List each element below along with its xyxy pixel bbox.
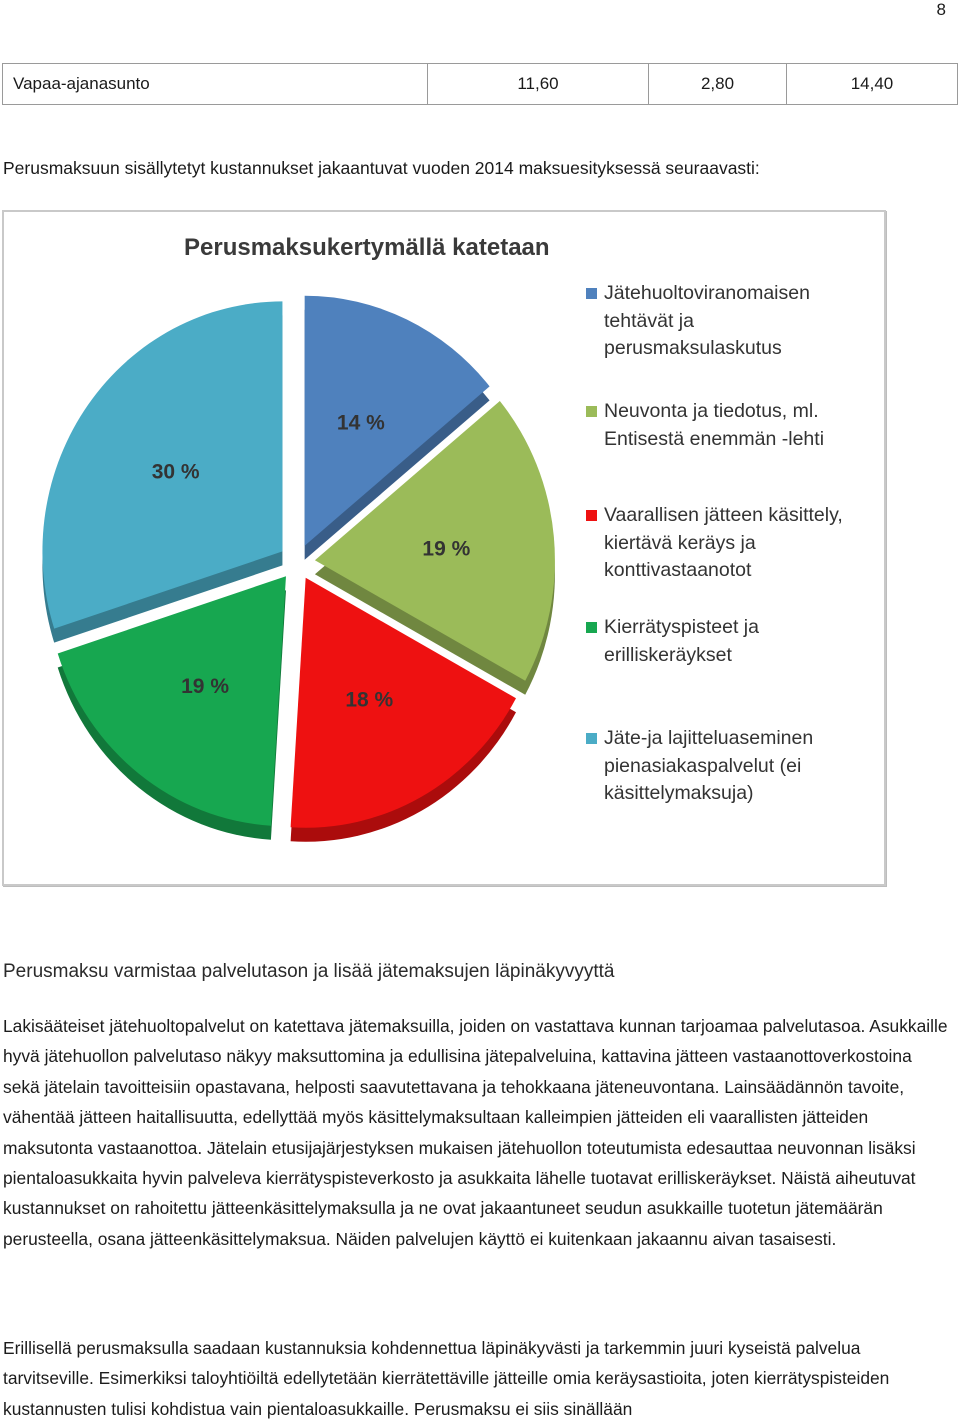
legend-label: Kierrätyspisteet ja erilliskeräykset <box>604 616 759 666</box>
section-heading: Perusmaksu varmistaa palvelutason ja lis… <box>3 961 615 982</box>
pie-slice-4 <box>57 576 286 826</box>
pie-data-label: 14 % <box>337 411 385 434</box>
legend-swatch <box>586 510 597 521</box>
paragraph-1: Lakisääteiset jätehuoltopalvelut on kate… <box>3 1016 948 1249</box>
legend-item: Jäte-ja lajitteluaseminen pienasiakaspal… <box>584 725 874 808</box>
legend-swatch <box>586 406 597 417</box>
pie-slice-3 <box>290 577 516 828</box>
intro-text: Perusmaksuun sisällytetyt kustannukset j… <box>3 158 760 178</box>
legend-label: Jäte-ja lajitteluaseminen pienasiakaspal… <box>604 727 814 804</box>
table-cell-label: Vapaa-ajanasunto <box>2 63 428 105</box>
legend-label: Neuvonta ja tiedotus, ml. Entisestä enem… <box>604 400 825 450</box>
table-cell-value-1: 11,60 <box>427 63 649 105</box>
pie-slice-1 <box>304 295 490 546</box>
chart-title: Perusmaksukertymällä katetaan <box>184 234 550 261</box>
pie-data-label: 19 % <box>422 537 470 560</box>
legend-label: Jätehuoltoviranomaisen tehtävät ja perus… <box>604 282 810 359</box>
pie-slice-2 <box>314 400 555 681</box>
pie-slice-5 <box>42 301 283 629</box>
pie-data-label: 18 % <box>345 688 393 711</box>
legend-item: Neuvonta ja tiedotus, ml. Entisestä enem… <box>584 398 874 453</box>
legend-swatch <box>586 288 597 299</box>
pie-data-label: 30 % <box>152 461 200 484</box>
pie-data-label: 19 % <box>181 675 229 698</box>
legend-item: Kierrätyspisteet ja erilliskeräykset <box>584 614 874 669</box>
legend-item: Vaarallisen jätteen käsittely, kiertävä … <box>584 502 874 585</box>
legend-label: Vaarallisen jätteen käsittely, kiertävä … <box>604 504 843 581</box>
table-cell-value-3: 14,40 <box>786 63 958 105</box>
chart-frame: Perusmaksukertymällä katetaan 14 % 19 % 18… <box>2 210 886 886</box>
legend-item: Jätehuoltoviranomaisen tehtävät ja perus… <box>584 280 874 363</box>
legend-swatch <box>586 733 597 744</box>
page-number: 8 <box>936 0 946 19</box>
table-row: Vapaa-ajanasunto 11,60 2,80 14,40 <box>2 63 958 105</box>
pie-chart: 14 % 19 % 18 % 19 % 30 % <box>42 295 555 842</box>
legend-swatch <box>586 622 597 633</box>
table-cell-value-2: 2,80 <box>648 63 787 105</box>
paragraph-2: Erillisellä perusmaksulla saadaan kustan… <box>3 1338 890 1419</box>
fee-table: Vapaa-ajanasunto 11,60 2,80 14,40 <box>2 63 958 105</box>
